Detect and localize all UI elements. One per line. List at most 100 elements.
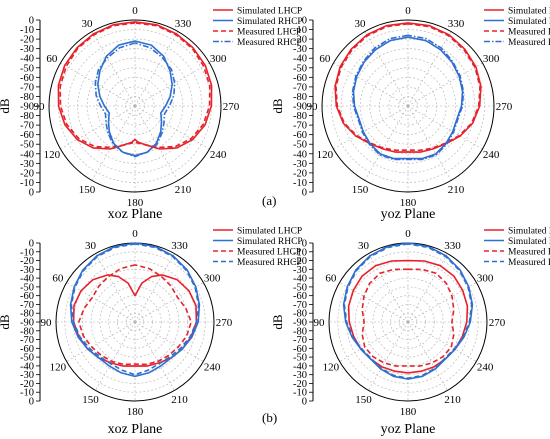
radial-tick-label: -30: [20, 370, 34, 381]
angle-label: 120: [50, 362, 67, 374]
series-trace-2: [352, 36, 464, 160]
radial-tick-label: -10: [20, 25, 34, 36]
radial-tick-label: -60: [20, 73, 34, 84]
radial-tick-label: -60: [293, 73, 307, 84]
legend-entry: Measured RHCP: [237, 38, 302, 48]
radial-tick-label: -50: [20, 140, 34, 151]
radial-tick-label: -70: [20, 82, 34, 93]
legend-entry: Measured RHCP: [508, 258, 550, 268]
radial-tick-label: -40: [20, 54, 34, 65]
angle-label: 0: [405, 228, 411, 240]
grid-spoke: [60, 105, 136, 150]
radial-tick-label: -40: [293, 361, 307, 372]
radial-tick-label: -50: [20, 282, 34, 293]
angle-label: 60: [325, 273, 337, 285]
polar-chart-4: 03060901201501802102402703003300-10-20-3…: [270, 226, 550, 437]
ylabel: dB: [270, 98, 285, 114]
angle-label: 300: [477, 273, 494, 285]
radial-tick-label: -40: [20, 361, 34, 372]
angle-label: 0: [405, 5, 411, 17]
grid-ring: [381, 295, 435, 349]
angle-label: 240: [477, 362, 494, 374]
legend-entry: Simulated RHCP: [237, 237, 303, 247]
panel-tag-a: (a): [262, 193, 276, 208]
plane-label: yoz Plane: [381, 207, 436, 222]
series-trace-2: [69, 242, 201, 378]
polar-chart-3: 03060901201501802102402703003300-10-20-3…: [0, 226, 303, 437]
radial-tick-label: -90: [293, 102, 307, 113]
outer-ring: [48, 19, 222, 193]
legend-entry: Simulated RHCP: [508, 237, 550, 247]
legend-entry: Simulated RHCP: [237, 17, 303, 27]
radial-tick-label: -70: [293, 82, 307, 93]
series-trace-2: [342, 242, 474, 380]
radial-tick-label: -70: [20, 300, 34, 311]
radial-tick-label: -20: [293, 379, 307, 390]
radial-tick-label: -10: [293, 247, 307, 258]
panel-tag-b: (b): [262, 410, 277, 425]
radial-tick-label: -50: [293, 282, 307, 293]
series-trace-1: [347, 259, 469, 374]
grid-spoke: [134, 321, 175, 391]
grid-spoke: [95, 253, 136, 323]
radial-tick-label: -20: [293, 35, 307, 46]
angle-label: 240: [483, 149, 500, 161]
radial-tick-label: -80: [293, 92, 307, 103]
angle-label: 60: [319, 53, 331, 65]
radial-tick-label: -70: [293, 335, 307, 346]
series-trace-2: [97, 40, 173, 157]
angle-label: 210: [448, 184, 465, 196]
radial-tick-label: -10: [293, 25, 307, 36]
grid-ring: [337, 251, 479, 393]
radial-tick-label: -30: [20, 44, 34, 55]
radial-tick-label: -20: [293, 256, 307, 267]
radial-tick-label: 0: [29, 188, 34, 199]
angle-label: 120: [44, 149, 61, 161]
radial-tick-label: -50: [20, 353, 34, 364]
angle-label: 60: [46, 53, 58, 65]
grid-spoke: [407, 321, 477, 362]
radial-tick-label: -80: [20, 326, 34, 337]
radial-tick-label: -10: [293, 178, 307, 189]
radial-tick-label: -40: [20, 149, 34, 160]
grid-spoke: [407, 321, 448, 391]
radial-tick-label: -50: [20, 63, 34, 74]
radial-tick-label: 0: [302, 239, 307, 250]
grid-spoke: [339, 282, 409, 323]
legend-entry: Measured RHCP: [237, 258, 302, 268]
plane-label: xoz Plane: [108, 207, 163, 222]
series-trace-1: [72, 274, 198, 367]
outer-ring: [321, 19, 495, 193]
radial-tick-label: -60: [20, 344, 34, 355]
radial-tick-label: 0: [302, 397, 307, 408]
radial-tick-label: -60: [293, 344, 307, 355]
radial-tick-label: -10: [20, 388, 34, 399]
grid-spoke: [66, 282, 136, 323]
series-trace-4: [351, 34, 465, 161]
angle-label: 180: [400, 197, 417, 209]
radial-tick-label: -70: [20, 121, 34, 132]
radial-tick-label: -80: [293, 111, 307, 122]
angle-label: 0: [132, 228, 138, 240]
angle-label: 240: [204, 362, 221, 374]
angle-label: 330: [171, 240, 188, 252]
radial-tick-label: -30: [20, 159, 34, 170]
legend-entry: Simulated LHCP: [237, 226, 302, 236]
grid-ring: [115, 86, 155, 126]
radial-tick-label: -90: [20, 318, 34, 329]
radial-tick-label: -30: [20, 265, 34, 276]
radial-tick-label: -80: [293, 309, 307, 320]
radial-tick-label: -30: [293, 265, 307, 276]
radial-tick-label: -70: [293, 300, 307, 311]
radial-tick-label: -70: [293, 121, 307, 132]
angle-label: 210: [171, 394, 188, 406]
radial-tick-label: -80: [20, 111, 34, 122]
angle-label: 300: [483, 53, 500, 65]
radial-tick-label: 0: [302, 188, 307, 199]
angle-label: 330: [175, 18, 192, 30]
radial-tick-label: -20: [20, 168, 34, 179]
angle-label: 210: [175, 184, 192, 196]
radial-tick-label: -60: [293, 130, 307, 141]
grid-spoke: [134, 321, 204, 362]
angle-label: 90: [314, 317, 326, 329]
